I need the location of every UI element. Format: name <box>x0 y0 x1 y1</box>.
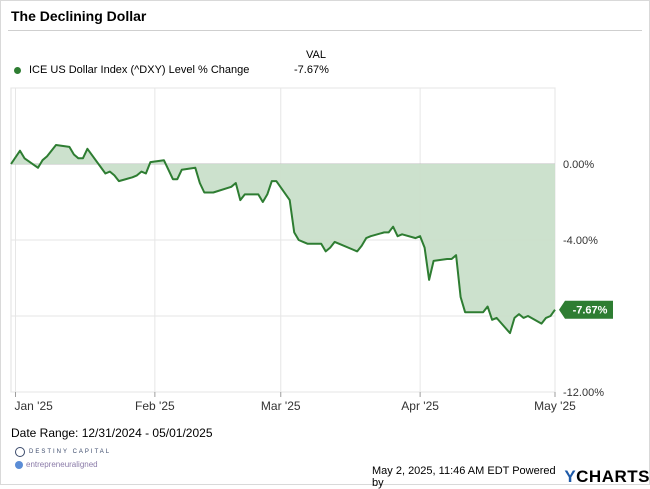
footer-credit: May 2, 2025, 11:46 AM EDT Powered by YCH… <box>372 465 650 489</box>
y-tick-label: -12.00% <box>563 387 604 399</box>
x-axis: Jan '25 Feb '25 Mar '25 Apr '25 May '25 <box>14 392 576 413</box>
entrepreneur-mark-icon <box>15 460 23 469</box>
x-tick-label: Mar '25 <box>261 399 301 413</box>
y-axis: 0.00% -4.00% -12.00% <box>563 159 604 399</box>
last-value-label: -7.67% <box>573 305 608 317</box>
legend-dot-icon <box>14 66 21 74</box>
x-tick-label: May '25 <box>534 399 576 413</box>
entrepreneur-aligned-text: entrepreneuraligned <box>26 460 98 469</box>
x-tick-label: Jan '25 <box>14 399 53 413</box>
x-tick-label: Feb '25 <box>135 399 175 413</box>
ycharts-logo-y: Y <box>564 467 577 486</box>
last-value-flag: -7.67% <box>559 300 613 319</box>
date-range: Date Range: 12/31/2024 - 05/01/2025 <box>11 426 213 440</box>
legend-series-value: -7.67% <box>294 64 329 76</box>
y-tick-label: -4.00% <box>563 235 598 247</box>
title-divider <box>8 30 642 31</box>
x-tick-label: Apr '25 <box>401 399 439 413</box>
destiny-capital-text: DESTINY CAPITAL <box>29 449 112 455</box>
footer-timestamp: May 2, 2025, 11:46 AM EDT Powered by <box>372 465 556 489</box>
last-value-flag-shape <box>559 300 613 319</box>
legend-entry[interactable]: ICE US Dollar Index (^DXY) Level % Chang… <box>14 64 249 76</box>
y-tick-label: 0.00% <box>563 159 594 171</box>
ycharts-logo[interactable]: YCHARTS <box>564 467 650 487</box>
series-area-fill <box>11 145 555 334</box>
series-line[interactable] <box>10 144 556 335</box>
destiny-capital-logo: DESTINY CAPITAL <box>15 447 111 457</box>
legend-series-name: ICE US Dollar Index (^DXY) Level % Chang… <box>29 64 250 76</box>
destiny-mark-icon <box>15 447 25 457</box>
legend-column-header: VAL <box>306 49 326 61</box>
entrepreneur-aligned-logo: entrepreneuraligned <box>15 460 98 469</box>
ycharts-logo-rest: CHARTS <box>576 467 650 486</box>
chart-title: The Declining Dollar <box>11 8 147 24</box>
